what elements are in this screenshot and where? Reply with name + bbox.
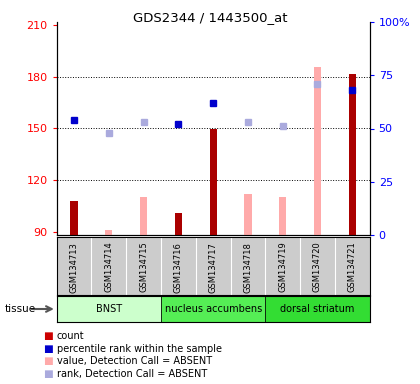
Text: GSM134721: GSM134721: [348, 242, 357, 292]
Text: GSM134713: GSM134713: [70, 242, 79, 293]
Bar: [244, 194, 252, 235]
Text: GSM134716: GSM134716: [174, 242, 183, 293]
Text: ■: ■: [43, 331, 53, 341]
Bar: [349, 73, 356, 235]
Bar: [210, 129, 217, 235]
Text: GSM134714: GSM134714: [104, 242, 113, 292]
Text: value, Detection Call = ABSENT: value, Detection Call = ABSENT: [57, 356, 212, 366]
Bar: [57, 296, 161, 322]
Bar: [175, 213, 182, 235]
Bar: [279, 197, 286, 235]
Text: ■: ■: [43, 344, 53, 354]
Text: GSM134715: GSM134715: [139, 242, 148, 292]
Text: GSM134720: GSM134720: [313, 242, 322, 292]
Text: tissue: tissue: [5, 304, 36, 314]
Text: nucleus accumbens: nucleus accumbens: [165, 304, 262, 314]
Text: GSM134719: GSM134719: [278, 242, 287, 292]
Text: dorsal striatum: dorsal striatum: [280, 304, 354, 314]
Bar: [314, 67, 321, 235]
Bar: [71, 201, 78, 235]
Text: rank, Detection Call = ABSENT: rank, Detection Call = ABSENT: [57, 369, 207, 379]
Text: GSM134718: GSM134718: [244, 242, 252, 293]
Text: count: count: [57, 331, 84, 341]
Bar: [105, 230, 113, 235]
Text: ■: ■: [43, 356, 53, 366]
Text: BNST: BNST: [96, 304, 122, 314]
Bar: [265, 296, 370, 322]
Text: percentile rank within the sample: percentile rank within the sample: [57, 344, 222, 354]
Text: GSM134717: GSM134717: [209, 242, 218, 293]
Text: ■: ■: [43, 369, 53, 379]
Bar: [140, 197, 147, 235]
Text: GDS2344 / 1443500_at: GDS2344 / 1443500_at: [133, 11, 287, 24]
Bar: [161, 296, 265, 322]
